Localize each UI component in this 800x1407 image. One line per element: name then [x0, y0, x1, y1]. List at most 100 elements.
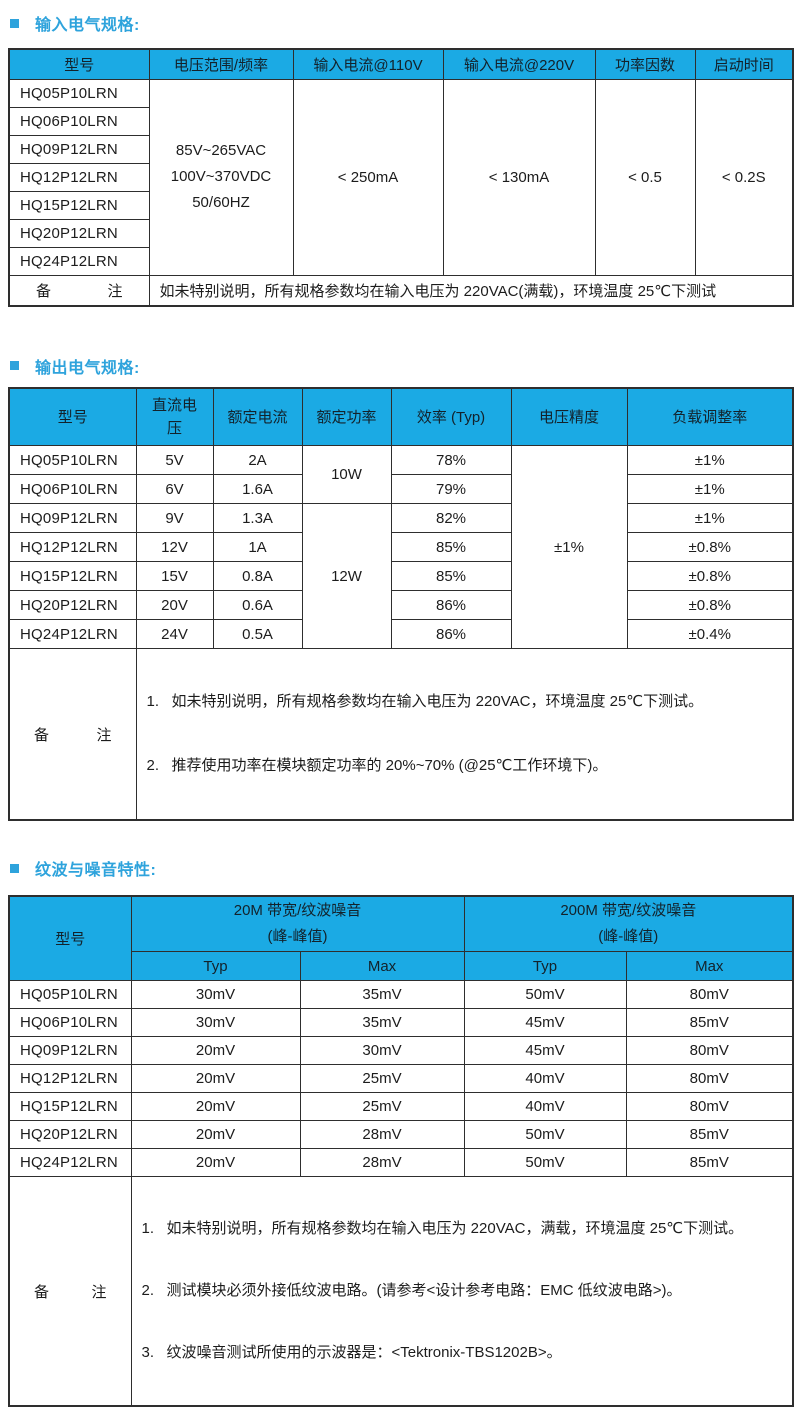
remark-label-char: 备 [36, 282, 52, 300]
load-regulation-cell: ±1% [626, 503, 794, 533]
max-20m-cell: 28mV [299, 1120, 465, 1149]
square-bullet-icon [10, 863, 19, 873]
model-cell: HQ06P10LRN [8, 1008, 132, 1037]
current-220-cell: < 130mA [442, 78, 596, 276]
section-title-output-spec: 输出电气规格: [10, 355, 800, 377]
model-cell: HQ12P12LRN [8, 1064, 132, 1093]
table-row: HQ15P12LRN 20mV 25mV 40mV 80mV [8, 1092, 794, 1121]
model-cell: HQ15P12LRN [8, 190, 150, 220]
group-header-line: (峰-峰值) [598, 928, 659, 945]
remark-line: 3. 纹波噪音测试所使用的示波器是：<Tektronix-TBS1202B>。 [141, 1344, 562, 1361]
model-cell: HQ09P12LRN [8, 1036, 132, 1065]
column-header-model: 型号 [8, 895, 132, 981]
efficiency-cell: 78% [390, 445, 512, 475]
column-group-200m: 200M 带宽/纹波噪音 (峰-峰值) [463, 895, 794, 952]
typ-20m-cell: 20mV [130, 1148, 301, 1177]
column-group-20m: 20M 带宽/纹波噪音 (峰-峰值) [130, 895, 465, 952]
model-cell: HQ15P12LRN [8, 1092, 132, 1121]
typ-20m-cell: 20mV [130, 1064, 301, 1093]
load-regulation-cell: ±1% [626, 474, 794, 504]
rated-current-cell: 1.6A [212, 474, 303, 504]
typ-20m-cell: 30mV [130, 980, 301, 1009]
remark-label-cell: 备 注 [8, 274, 150, 306]
table-row: HQ09P12LRN [8, 134, 793, 164]
table-row: HQ24P12LRN 20mV 28mV 50mV 85mV [8, 1148, 794, 1177]
rated-power-cell: 12W [301, 503, 392, 649]
typ-20m-cell: 20mV [130, 1092, 301, 1121]
max-200m-cell: 80mV [625, 1036, 794, 1065]
model-cell: HQ20P12LRN [8, 218, 150, 248]
column-header-load-regulation: 负载调整率 [626, 387, 794, 446]
efficiency-cell: 85% [390, 532, 512, 562]
load-regulation-cell: ±1% [626, 445, 794, 475]
table-row: HQ20P12LRN [8, 218, 793, 248]
remark-line: 2. 测试模块必须外接低纹波电路。(请参考<设计参考电路：EMC 低纹波电路>)… [141, 1282, 682, 1299]
model-cell: HQ12P12LRN [8, 532, 137, 562]
column-header-typ-200m: Typ [463, 951, 627, 981]
startup-time-cell: < 0.2S [694, 78, 794, 276]
column-header-rated-current: 额定电流 [212, 387, 303, 446]
dc-voltage-cell: 15V [135, 561, 214, 591]
dc-voltage-cell: 5V [135, 445, 214, 475]
section-title-text: 输出电气规格: [35, 359, 140, 377]
remark-label-cell: 备 注 [8, 1176, 132, 1407]
remark-line: 2. 推荐使用功率在模块额定功率的 20%~70% (@25℃工作环境下)。 [146, 757, 608, 774]
load-regulation-cell: ±0.4% [626, 619, 794, 649]
column-header-efficiency: 效率 (Typ) [390, 387, 512, 446]
max-20m-cell: 28mV [299, 1148, 465, 1177]
column-header-typ-20m: Typ [130, 951, 301, 981]
section-title-ripple-noise: 纹波与噪音特性: [10, 857, 800, 879]
max-200m-cell: 80mV [625, 1064, 794, 1093]
dc-voltage-cell: 12V [135, 532, 214, 562]
model-cell: HQ06P10LRN [8, 474, 137, 504]
load-regulation-cell: ±0.8% [626, 561, 794, 591]
column-header-model: 型号 [8, 387, 137, 446]
max-20m-cell: 35mV [299, 980, 465, 1009]
column-header-max-200m: Max [625, 951, 794, 981]
column-header-startup-time: 启动时间 [694, 48, 794, 80]
voltage-line: 50/60HZ [192, 194, 250, 211]
typ-200m-cell: 50mV [463, 980, 627, 1009]
column-header-rated-power: 额定功率 [301, 387, 392, 446]
power-factor-cell: < 0.5 [594, 78, 696, 276]
rated-power-cell: 10W [301, 445, 392, 504]
rated-current-cell: 1.3A [212, 503, 303, 533]
max-200m-cell: 85mV [625, 1120, 794, 1149]
table-row: HQ20P12LRN 20mV 28mV 50mV 85mV [8, 1120, 794, 1149]
remark-row: 备 注 1. 如未特别说明，所有规格参数均在输入电压为 220VAC，满载，环境… [8, 1176, 794, 1407]
model-cell: HQ24P12LRN [8, 1148, 132, 1177]
column-header-voltage-precision: 电压精度 [510, 387, 628, 446]
column-header-current-110: 输入电流@110V [292, 48, 444, 80]
remark-label-char: 注 [96, 726, 112, 744]
table-row: HQ12P12LRN 12V 1A 85% ±0.8% [8, 532, 794, 562]
square-bullet-icon [10, 18, 19, 28]
typ-200m-cell: 45mV [463, 1008, 627, 1037]
load-regulation-cell: ±0.8% [626, 532, 794, 562]
square-bullet-icon [10, 361, 19, 370]
typ-200m-cell: 45mV [463, 1036, 627, 1065]
typ-200m-cell: 40mV [463, 1064, 627, 1093]
voltage-range-cell: 85V~265VAC 100V~370VDC 50/60HZ [148, 78, 294, 276]
efficiency-cell: 79% [390, 474, 512, 504]
dc-voltage-cell: 6V [135, 474, 214, 504]
current-110-cell: < 250mA [292, 78, 444, 276]
header-row: 型号 电压范围/频率 输入电流@110V 输入电流@220V 功率因数 启动时间 [8, 48, 794, 80]
column-header-max-20m: Max [299, 951, 465, 981]
remark-text-cell: 1. 如未特别说明，所有规格参数均在输入电压为 220VAC，满载，环境温度 2… [130, 1176, 794, 1407]
max-200m-cell: 80mV [625, 980, 794, 1009]
group-header-line: 20M 带宽/纹波噪音 [233, 902, 362, 919]
column-header-voltage-range: 电压范围/频率 [148, 48, 294, 80]
load-regulation-cell: ±0.8% [626, 590, 794, 620]
max-200m-cell: 85mV [625, 1148, 794, 1177]
column-header-dc-voltage: 直流电压 [135, 387, 214, 446]
input-spec-table: 型号 电压范围/频率 输入电流@110V 输入电流@220V 功率因数 启动时间… [8, 48, 794, 307]
column-header-model: 型号 [8, 48, 150, 80]
table-row: HQ24P12LRN 24V 0.5A 86% ±0.4% [8, 619, 794, 649]
model-cell: HQ09P12LRN [8, 503, 137, 533]
rated-current-cell: 0.5A [212, 619, 303, 649]
efficiency-cell: 86% [390, 619, 512, 649]
typ-20m-cell: 20mV [130, 1036, 301, 1065]
rated-current-cell: 0.6A [212, 590, 303, 620]
column-header-current-220: 输入电流@220V [442, 48, 596, 80]
remark-row: 备 注 1. 如未特别说明，所有规格参数均在输入电压为 220VAC，环境温度 … [8, 648, 794, 821]
